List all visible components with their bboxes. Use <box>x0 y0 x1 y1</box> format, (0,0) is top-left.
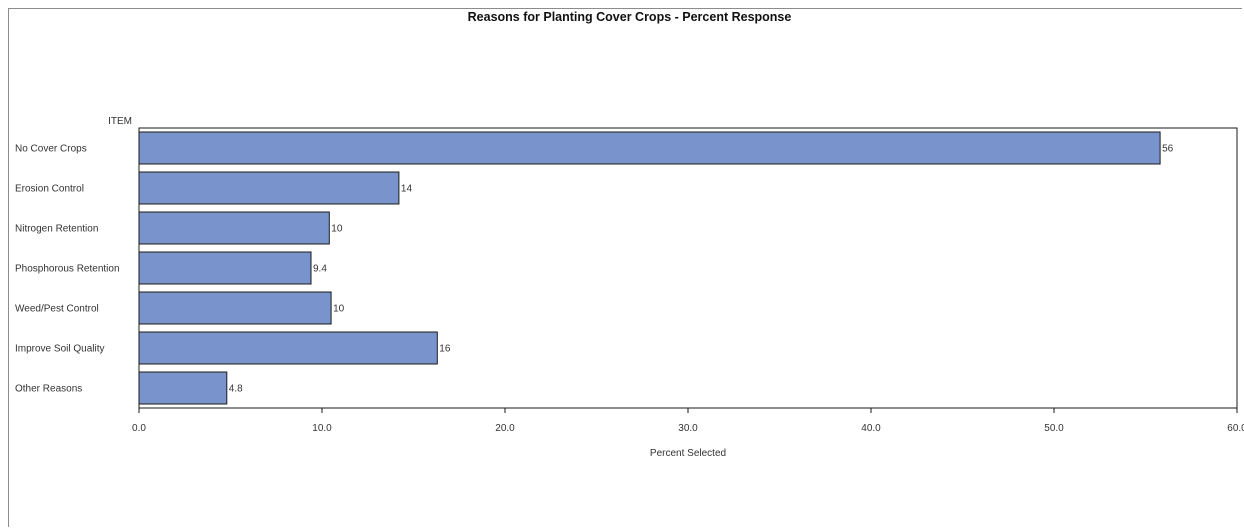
category-label: Nitrogen Retention <box>15 224 98 235</box>
chart-frame <box>8 8 1242 527</box>
data-label: 4.8 <box>229 384 243 395</box>
data-label: 56 <box>1162 144 1174 155</box>
bar-0 <box>138 131 1161 165</box>
chart-marks: No Cover Crops 56 Erosion Control 14 Nitroge… <box>15 131 1244 434</box>
bar-4 <box>138 291 332 325</box>
data-label: 14 <box>401 184 413 195</box>
x-tick-label: 20.0 <box>495 423 515 434</box>
x-tick-label: 0.0 <box>132 423 146 434</box>
bar-3 <box>138 251 312 285</box>
category-label: No Cover Crops <box>15 144 87 155</box>
data-label: 16 <box>439 344 451 355</box>
category-label: Erosion Control <box>15 184 84 195</box>
x-axis-label: Percent Selected <box>650 448 726 459</box>
bar-6 <box>138 371 228 405</box>
bar-5 <box>138 331 438 365</box>
category-label: Other Reasons <box>15 384 82 395</box>
data-label: 10 <box>333 304 345 315</box>
x-tick-label: 60.0 <box>1227 423 1244 434</box>
bar-2 <box>138 211 330 245</box>
chart-title: Reasons for Planting Cover Crops - Perce… <box>467 10 792 24</box>
x-tick-label: 10.0 <box>312 423 332 434</box>
x-tick-label: 40.0 <box>861 423 881 434</box>
category-label: Phosphorous Retention <box>15 264 120 275</box>
category-label: Weed/Pest Control <box>15 304 99 315</box>
category-axis-label: ITEM <box>108 116 132 127</box>
category-label: Improve Soil Quality <box>15 344 104 355</box>
data-label: 9.4 <box>313 264 327 275</box>
x-tick-label: 30.0 <box>678 423 698 434</box>
bar-1 <box>138 171 400 205</box>
x-tick-label: 50.0 <box>1044 423 1064 434</box>
data-label: 10 <box>331 224 343 235</box>
